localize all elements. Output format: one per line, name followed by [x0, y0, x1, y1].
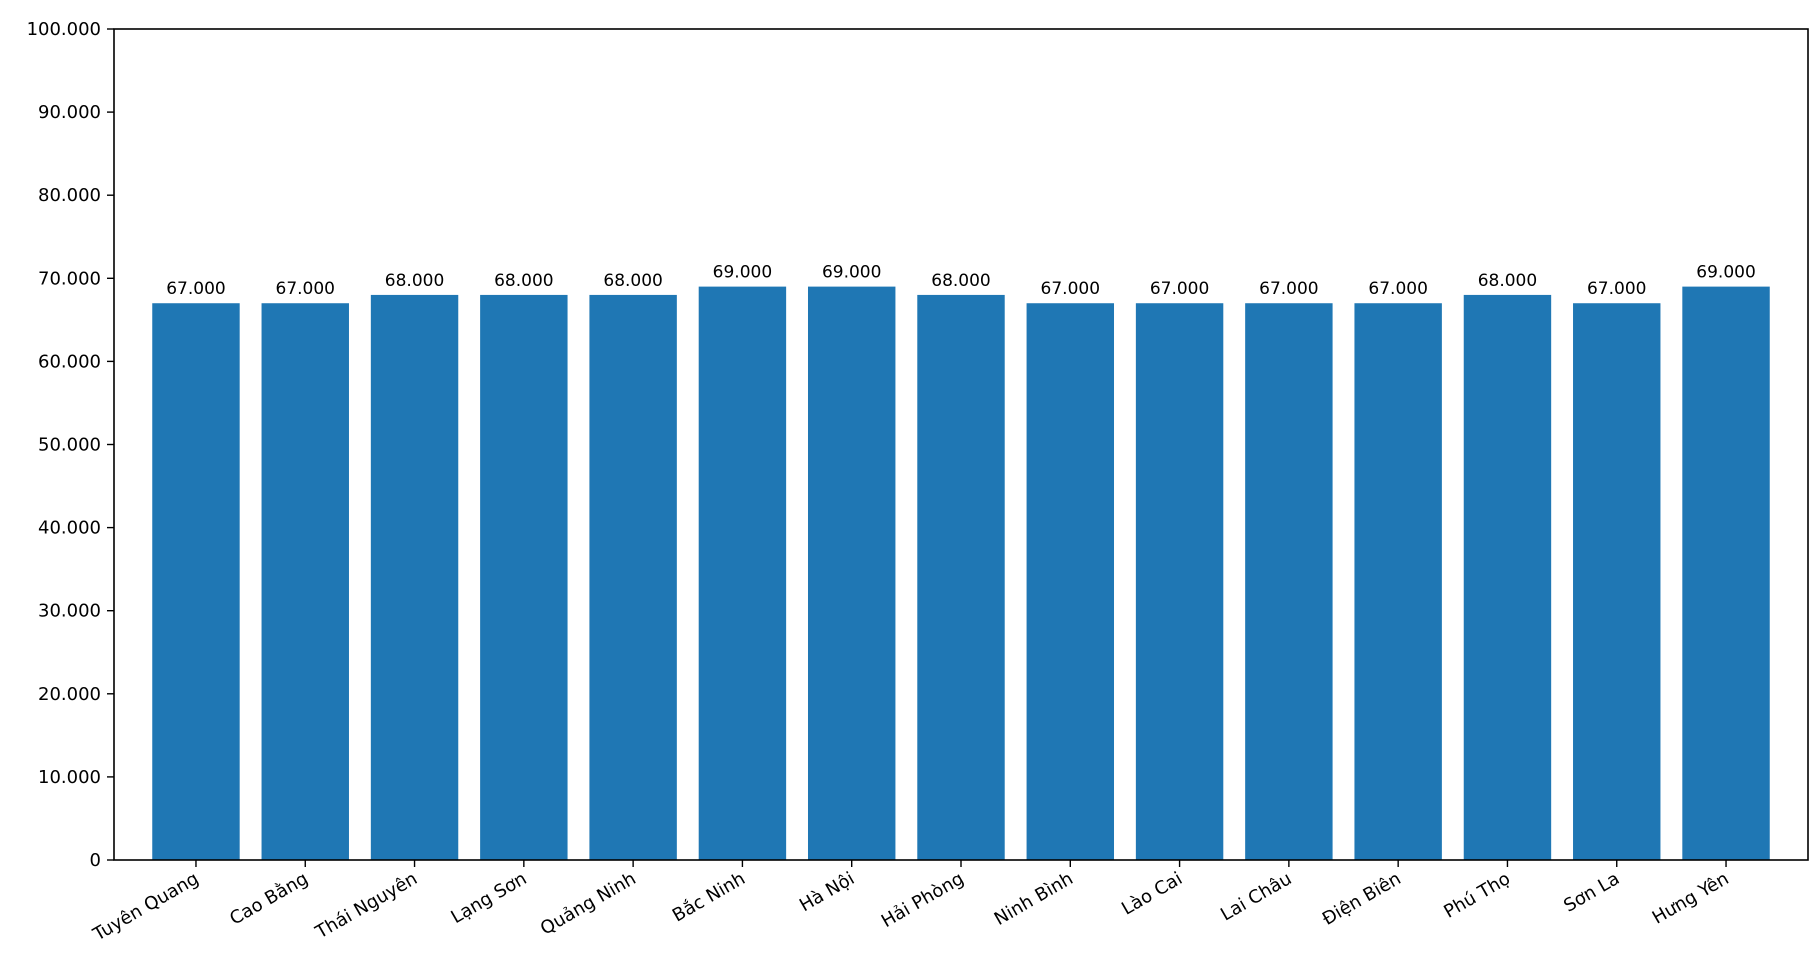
bar-value-label: 68.000 [1478, 271, 1537, 291]
bar-value-label: 67.000 [1587, 279, 1646, 299]
bar [589, 294, 677, 860]
bar-value-label: 69.000 [1696, 263, 1755, 283]
x-tick-label: Hà Nội [796, 868, 858, 916]
x-tick-label: Ninh Bình [991, 868, 1077, 930]
bar-value-label: 67.000 [1259, 279, 1318, 299]
bar-value-label: 68.000 [603, 271, 662, 291]
y-tick-label: 60.000 [38, 351, 101, 372]
x-tick-label: Hưng Yên [1649, 868, 1733, 928]
bar-value-label: 68.000 [385, 271, 444, 291]
x-tick-label: Tuyên Quang [89, 868, 203, 946]
plot-frame [113, 28, 1809, 861]
bar [1682, 286, 1770, 860]
bar [1463, 294, 1552, 860]
bar [261, 303, 349, 861]
y-tick-label: 50.000 [38, 435, 101, 456]
y-tick-label: 0 [90, 850, 101, 871]
bar [1135, 303, 1224, 861]
y-tick-label: 100.000 [27, 19, 101, 40]
x-tick-label: Sơn La [1560, 868, 1623, 917]
y-tick-label: 70.000 [38, 268, 101, 289]
bar-value-label: 68.000 [494, 271, 553, 291]
y-tick-label: 10.000 [38, 767, 101, 788]
bar [1573, 303, 1661, 861]
data-labels-layer: 67.000 67.000 68.000 68.000 68.000 69.000 69.0… [166, 263, 1756, 300]
bar [480, 294, 568, 860]
x-tick-label: Quảng Ninh [537, 868, 640, 939]
bar [370, 294, 459, 860]
bar-value-label: 68.000 [931, 271, 990, 291]
bar-value-label: 67.000 [276, 279, 335, 299]
bar [1026, 303, 1115, 861]
x-tick-label: Lạng Sơn [448, 868, 531, 928]
x-tick-label: Cao Bằng [226, 868, 311, 929]
x-tick-label: Thái Nguyên [311, 868, 421, 943]
x-tick-label: Điện Biên [1319, 868, 1405, 930]
x-tick-label: Lào Cai [1118, 868, 1186, 919]
y-tick-label: 30.000 [38, 601, 101, 622]
y-tick-label: 40.000 [38, 518, 101, 539]
bar-value-label: 67.000 [1150, 279, 1209, 299]
bar [152, 303, 240, 861]
x-tick-label: Hải Phòng [878, 868, 968, 932]
bar [917, 294, 1005, 860]
x-tick-label: Lai Châu [1217, 868, 1295, 925]
y-tick-label: 20.000 [38, 684, 101, 705]
y-tick-label: 90.000 [38, 102, 101, 123]
bar-value-label: 67.000 [166, 279, 225, 299]
bar-value-label: 69.000 [713, 263, 772, 283]
bar [1245, 303, 1333, 861]
x-tick-label: Phú Thọ [1440, 868, 1514, 923]
bars-layer [152, 286, 1770, 861]
y-axis: 0 10.000 20.000 30.000 40.000 50.000 60.000 70.… [27, 19, 114, 871]
bar [1354, 303, 1442, 861]
x-axis: Tuyên Quang Cao Bằng Thái Nguyên Lạng Sơn Qu… [89, 860, 1733, 946]
x-tick-label: Bắc Ninh [669, 868, 749, 926]
bar [698, 286, 787, 860]
bar [807, 286, 896, 860]
bar-value-label: 67.000 [1368, 279, 1427, 299]
bar-value-label: 69.000 [822, 263, 881, 283]
bar-value-label: 67.000 [1041, 279, 1100, 299]
y-tick-label: 80.000 [38, 185, 101, 206]
